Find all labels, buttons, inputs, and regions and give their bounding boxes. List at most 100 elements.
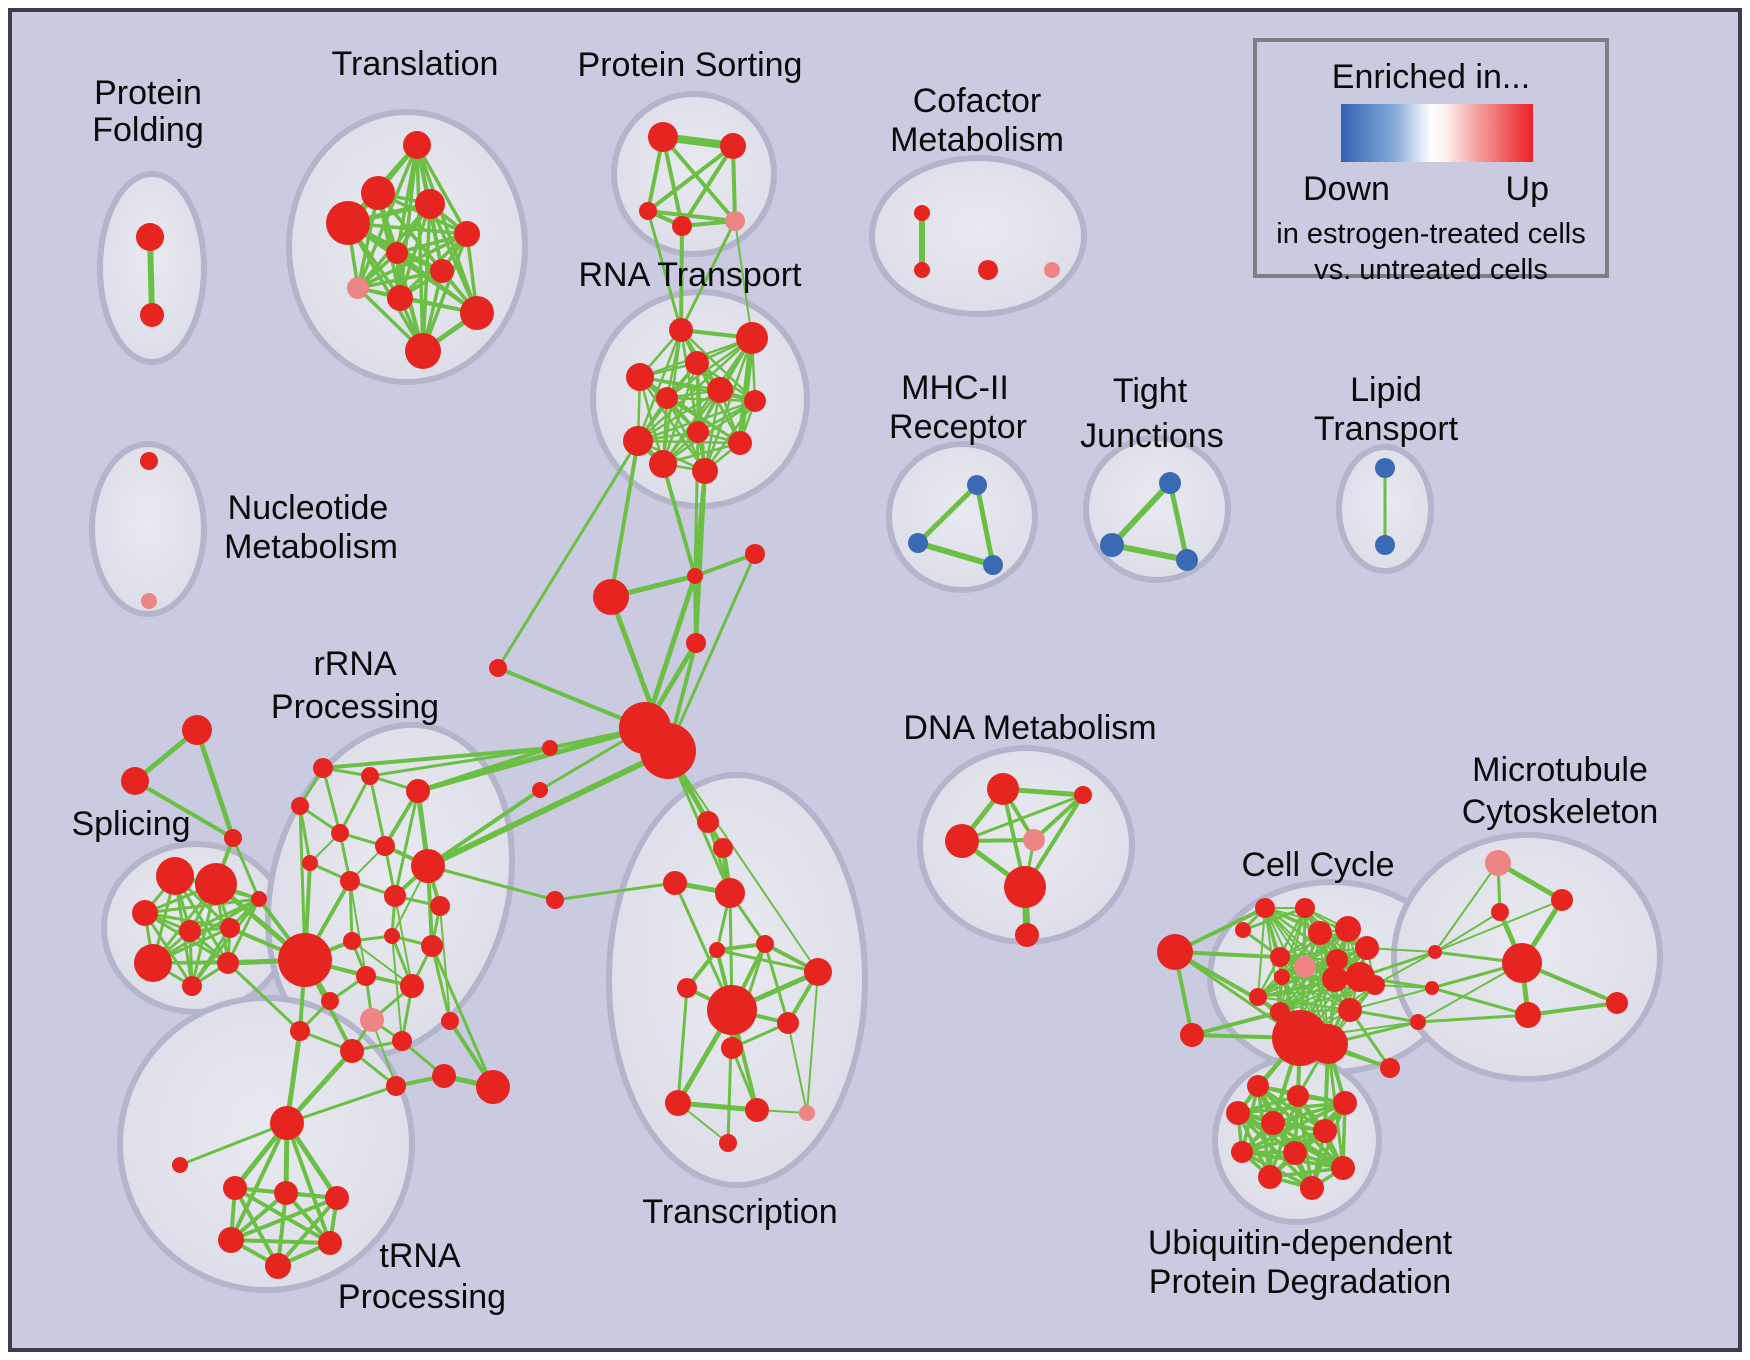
gene-set-node <box>321 992 339 1010</box>
network-edge <box>393 789 420 898</box>
cluster-label: Cell Cycle <box>1241 846 1394 884</box>
network-edge <box>1236 1111 1314 1190</box>
gene-set-node <box>134 944 172 982</box>
cluster-label: DNA Metabolism <box>903 709 1156 747</box>
gene-set-node <box>656 387 678 409</box>
network-edge <box>426 864 557 902</box>
gene-set-node <box>411 849 445 883</box>
gene-set-node <box>360 1008 384 1032</box>
gene-set-node <box>1249 988 1267 1006</box>
gene-set-node <box>375 836 395 856</box>
gene-set-node <box>1425 981 1439 995</box>
gene-set-node <box>195 863 237 905</box>
gene-set-node <box>736 322 768 354</box>
gene-set-node <box>697 811 719 833</box>
gene-set-node <box>687 568 703 584</box>
network-edge <box>151 897 261 965</box>
gene-set-node <box>1044 262 1060 278</box>
network-edge <box>356 269 444 290</box>
network-edge <box>415 143 469 236</box>
legend-box: Enriched in... Down Up in estrogen-treat… <box>1253 38 1609 286</box>
network-edge <box>233 1186 280 1268</box>
gene-set-node <box>1375 535 1395 555</box>
network-edge <box>679 328 757 403</box>
network-edge <box>321 746 552 770</box>
gene-set-node <box>1375 458 1395 478</box>
gene-set-node <box>1261 1111 1285 1135</box>
network-edge <box>416 746 552 793</box>
network-edge <box>276 1196 339 1268</box>
gene-set-node <box>707 985 757 1035</box>
gene-set-node <box>179 920 201 942</box>
network-edge <box>1109 542 1190 563</box>
network-edge <box>356 143 419 290</box>
network-edge <box>553 881 677 902</box>
network-edge <box>679 224 684 332</box>
gene-set-node <box>182 715 212 745</box>
gene-set-node <box>182 976 202 996</box>
legend-endpoints: Down Up <box>1303 170 1549 209</box>
gene-set-node <box>132 900 158 926</box>
gene-set-node <box>677 978 697 998</box>
gene-set-node <box>356 966 376 986</box>
gene-set-node <box>1502 943 1542 983</box>
gene-set-node <box>1258 1165 1282 1189</box>
gene-set-node <box>326 201 370 245</box>
legend-gradient-bar <box>1341 104 1533 162</box>
gene-set-node <box>318 1231 342 1255</box>
gene-set-node <box>406 779 430 803</box>
gene-set-node <box>1004 866 1046 908</box>
network-edge <box>368 746 552 778</box>
cluster-outline-cf <box>869 155 1087 317</box>
gene-set-node <box>1485 850 1511 876</box>
network-edge <box>346 221 425 353</box>
gene-set-node <box>1100 533 1124 557</box>
gene-set-node <box>983 555 1003 575</box>
gene-set-node <box>546 891 564 909</box>
gene-set-node <box>593 579 629 615</box>
network-edge <box>391 935 403 1042</box>
gene-set-node <box>140 452 158 470</box>
gene-set-node <box>1326 949 1348 971</box>
gene-set-node <box>1274 969 1290 985</box>
gene-set-node <box>415 189 445 219</box>
gene-set-node <box>1331 1156 1355 1180</box>
gene-set-node <box>387 285 413 311</box>
gene-set-node <box>804 958 832 986</box>
cluster-outline-mh <box>886 441 1038 593</box>
network-edge <box>229 1196 339 1242</box>
legend-up-label: Up <box>1505 170 1549 208</box>
gene-set-node <box>400 974 424 998</box>
gene-set-node <box>421 935 443 957</box>
gene-set-node <box>709 942 725 958</box>
gene-set-node <box>1308 1024 1348 1064</box>
network-edge <box>348 879 354 943</box>
network-edge <box>428 202 479 315</box>
cluster-label: Protein <box>94 74 202 112</box>
network-edge <box>1349 987 1433 1011</box>
network-edge <box>1526 1001 1619 1017</box>
gene-set-node <box>1295 898 1315 918</box>
network-edge <box>1257 978 1336 998</box>
gene-set-node <box>640 723 696 779</box>
network-edge <box>1271 1101 1347 1125</box>
gene-set-node <box>720 133 746 159</box>
network-edge <box>194 727 236 841</box>
network-edge <box>1416 1013 1530 1024</box>
cluster-label: rRNA <box>313 645 396 683</box>
gene-set-node <box>1322 966 1348 992</box>
legend-down-label: Down <box>1303 170 1390 208</box>
gene-set-node <box>1338 998 1362 1022</box>
gene-set-node <box>1176 549 1198 571</box>
gene-set-node <box>251 891 267 907</box>
network-edge <box>285 1121 332 1245</box>
network-edge <box>960 793 1085 843</box>
gene-set-node <box>1428 945 1442 959</box>
network-edge <box>646 144 735 213</box>
gene-set-node <box>728 431 752 455</box>
gene-set-node <box>1335 916 1361 942</box>
gene-set-node <box>1157 934 1193 970</box>
network-edge <box>430 944 452 1023</box>
network-edge <box>1268 1166 1345 1179</box>
network-edge <box>1434 911 1501 953</box>
